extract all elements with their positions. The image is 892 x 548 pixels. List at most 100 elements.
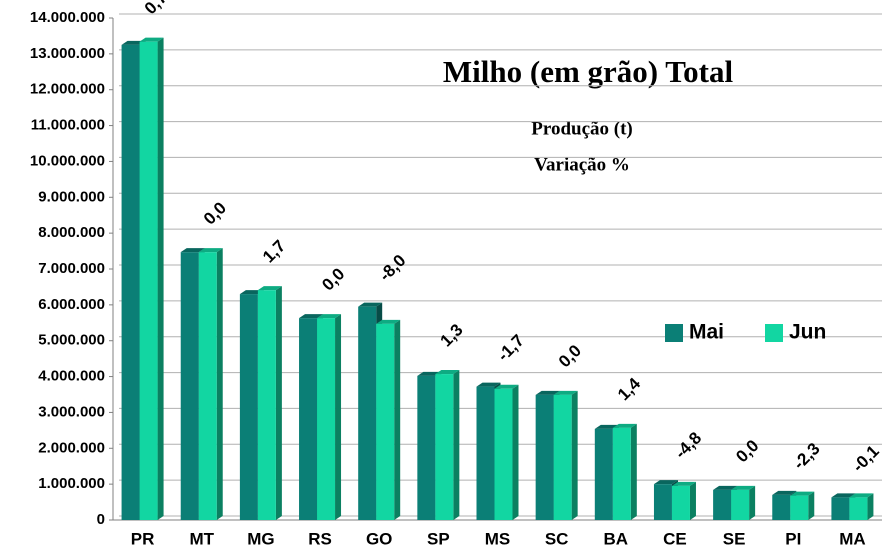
bar-face [849, 493, 874, 498]
bar [849, 493, 874, 520]
bar-face [553, 394, 572, 520]
bar-face [157, 37, 164, 521]
x-tick-label: MS [485, 529, 511, 548]
bar [731, 485, 756, 520]
bar-face [198, 252, 217, 520]
bar-face [435, 370, 460, 375]
bar-face [713, 485, 738, 490]
bar-face [612, 427, 631, 520]
bar-face [180, 248, 205, 253]
bar-face [376, 319, 401, 324]
y-tick-label: 1.000.000 [38, 475, 105, 492]
bar [139, 37, 164, 521]
bar-face [358, 302, 383, 307]
bar-face [257, 290, 276, 520]
bar [671, 481, 696, 520]
bar-face [790, 491, 815, 496]
variation-label: 1,3 [437, 320, 467, 350]
x-tick-label: SP [427, 529, 450, 548]
chart-title: Milho (em grão) Total [443, 54, 734, 89]
bar-face [180, 252, 199, 520]
x-tick-label: GO [366, 529, 392, 548]
y-tick-label: 6.000.000 [38, 296, 105, 313]
bar [790, 491, 815, 520]
y-tick-label: 0 [97, 511, 105, 528]
bar-face [317, 318, 336, 520]
bar-face [257, 286, 282, 291]
bar [494, 384, 519, 520]
bar-face [772, 494, 791, 520]
bar-face [713, 489, 732, 520]
bar-face [494, 384, 519, 389]
bar-face [731, 489, 750, 520]
bar-face [453, 370, 460, 520]
bar-face [808, 491, 815, 520]
bar-face [121, 44, 140, 521]
bar [612, 423, 637, 520]
y-tick-label: 11.000.000 [31, 117, 105, 134]
bar [376, 319, 401, 520]
bar-face [512, 384, 519, 520]
variation-label: 0,0 [555, 341, 585, 371]
bar [198, 248, 223, 520]
bar-face [867, 493, 874, 520]
x-tick-label: MT [189, 529, 214, 548]
bar-face [317, 314, 342, 319]
variation-label: -0,1 [849, 442, 883, 476]
bar-face [553, 390, 578, 395]
bar-face [299, 314, 324, 319]
x-tick-label: RS [308, 529, 332, 548]
bar-face [358, 306, 377, 520]
bar [317, 314, 342, 520]
variation-label: 1,4 [614, 374, 645, 405]
bar-face [494, 388, 513, 520]
bar-face [849, 497, 868, 520]
y-tick-label: 8.000.000 [38, 224, 105, 241]
y-tick-label: 4.000.000 [38, 368, 105, 385]
bar-face [749, 485, 756, 520]
bar-face [239, 294, 258, 520]
bar-face [630, 423, 637, 520]
bar [553, 390, 578, 520]
subtitle: Produção (t) [531, 118, 633, 139]
bar-face [417, 375, 436, 520]
y-tick-label: 14.000.000 [30, 9, 105, 26]
bar-face [198, 248, 223, 253]
x-tick-label: PR [131, 529, 155, 548]
bar-face [139, 37, 164, 42]
y-tick-label: 12.000.000 [30, 81, 105, 98]
y-tick-label: 10.000.000 [30, 152, 105, 169]
bar [257, 286, 282, 520]
bar-face [571, 390, 578, 520]
x-tick-label: CE [663, 529, 687, 548]
y-tick-label: 7.000.000 [38, 260, 105, 277]
legend-swatch [765, 324, 783, 342]
bar-face [376, 323, 395, 520]
bar-face [275, 286, 282, 520]
bar-face [653, 480, 678, 485]
bar-face [671, 481, 696, 486]
variation-label: 0,7 [141, 0, 171, 18]
variation-label: 0,0 [200, 198, 230, 228]
x-tick-label: MA [839, 529, 865, 548]
y-tick-label: 3.000.000 [38, 403, 105, 420]
y-tick-label: 2.000.000 [38, 439, 105, 456]
x-tick-label: PI [785, 529, 801, 548]
bar-face [689, 481, 696, 520]
x-tick-label: MG [247, 529, 274, 548]
legend-label: Jun [789, 321, 826, 344]
legend-label: Mai [689, 321, 724, 344]
bar-face [535, 394, 554, 520]
x-tick-label: SC [545, 529, 569, 548]
variation-label: -4,8 [671, 428, 705, 462]
y-tick-label: 13.000.000 [30, 45, 105, 62]
variation-label: 1,7 [259, 236, 289, 266]
bar-face [476, 386, 495, 520]
y-tick-label: 9.000.000 [38, 188, 105, 205]
variation-label: -1,7 [494, 331, 528, 365]
bar-face [216, 248, 223, 520]
subtitle: Variação % [534, 154, 630, 175]
bar-face [831, 497, 850, 520]
bar-face [790, 495, 809, 520]
x-tick-label: BA [604, 529, 629, 548]
